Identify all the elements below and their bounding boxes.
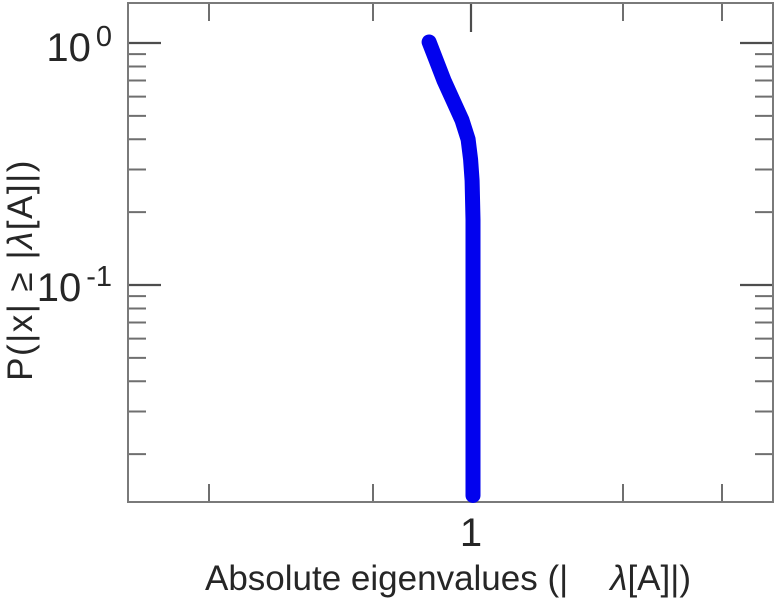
y-axis-label-text-end: [A]|) [1, 159, 40, 231]
x-axis-label-text: Absolute eigenvalues (| [205, 559, 569, 598]
x-tick-label-1: 1 [440, 511, 502, 555]
y-tick-exponent: 0 [95, 21, 112, 53]
x-axis-label: Absolute eigenvalues (| λ[A]|) [118, 559, 775, 599]
x-axis-label-text-end: [A]|) [627, 559, 691, 598]
y-axis-label: P(|x| ≥ |λ[A]|) [1, 159, 41, 381]
lambda-symbol: λ [610, 559, 628, 598]
y-axis-label-text: P(|x| ≥ | [1, 248, 40, 381]
y-tick-label-1e-1: 10 -1 [0, 261, 112, 314]
x-tick-text: 1 [459, 511, 483, 555]
lambda-symbol: λ [1, 230, 40, 249]
y-tick-base: 10 [46, 26, 91, 70]
y-tick-base: 10 [36, 266, 82, 310]
y-tick-exponent: -1 [86, 261, 112, 293]
y-tick-label-1e0: 10 0 [0, 21, 112, 74]
